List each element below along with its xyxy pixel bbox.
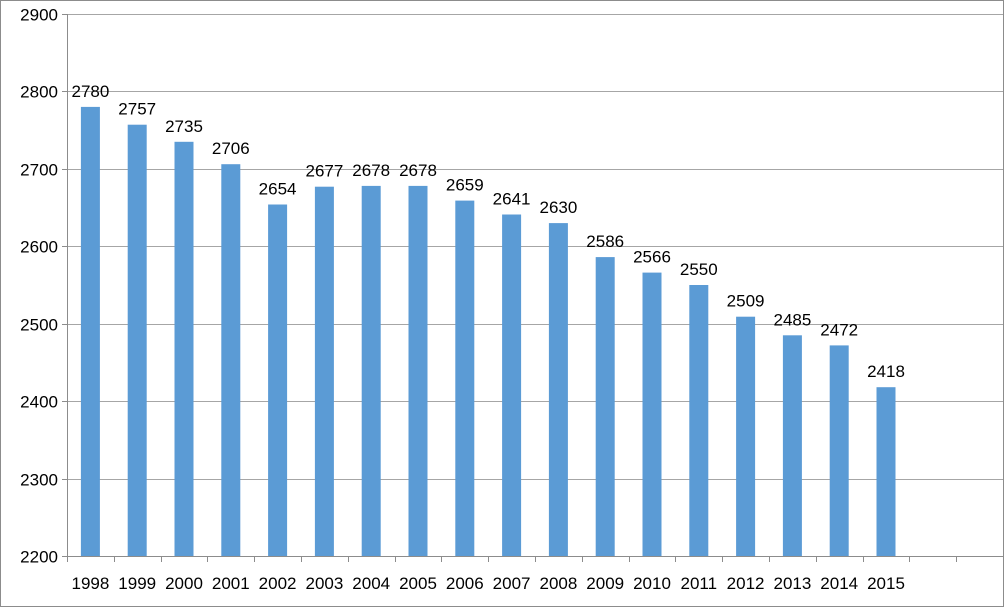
bars (80, 106, 896, 557)
x-tick-label: 2000 (165, 574, 203, 593)
x-tick-label: 2014 (820, 574, 858, 593)
data-label-2001: 2706 (212, 139, 250, 158)
x-tick-label: 2012 (727, 574, 765, 593)
data-label-2000: 2735 (165, 117, 203, 136)
data-label-1998: 2780 (71, 82, 109, 101)
bar-2006 (455, 200, 475, 556)
data-label-2010: 2566 (633, 248, 671, 267)
bar-1998 (80, 106, 100, 557)
y-tick-label: 2900 (20, 6, 58, 25)
bar-2002 (268, 204, 288, 556)
y-tick-label: 2500 (20, 316, 58, 335)
bar-1999 (127, 124, 147, 556)
x-tick-label: 2004 (352, 574, 390, 593)
data-label-1999: 2757 (118, 100, 156, 119)
bar-2003 (314, 186, 334, 556)
bar-2005 (408, 185, 428, 556)
y-tick-label: 2200 (20, 548, 58, 567)
x-tick-label: 2006 (446, 574, 484, 593)
bar-2000 (174, 141, 194, 557)
x-tick-label: 1999 (118, 574, 156, 593)
bar-2012 (736, 316, 756, 556)
x-tick-label: 2008 (539, 574, 577, 593)
bar-2013 (782, 335, 802, 556)
bar-2007 (502, 214, 522, 556)
x-tick-label: 2001 (212, 574, 250, 593)
gridlines (67, 14, 1003, 480)
data-label-2004: 2678 (352, 161, 390, 180)
data-label-2007: 2641 (493, 190, 531, 209)
x-tick-label: 2003 (305, 574, 343, 593)
x-tick-label: 2005 (399, 574, 437, 593)
data-label-2006: 2659 (446, 176, 484, 195)
data-label-2014: 2472 (820, 320, 858, 339)
x-tick-label: 2007 (493, 574, 531, 593)
x-tick-label: 2009 (586, 574, 624, 593)
bar-2010 (642, 272, 662, 556)
data-label-2002: 2654 (259, 180, 297, 199)
data-label-2009: 2586 (586, 232, 624, 251)
x-tick-label: 2010 (633, 574, 671, 593)
data-label-2012: 2509 (727, 292, 765, 311)
y-tick-label: 2300 (20, 471, 58, 490)
bar-2011 (689, 285, 709, 556)
bar-2001 (221, 164, 241, 556)
x-tick-label: 2011 (681, 574, 718, 593)
y-tick-label: 2700 (20, 161, 58, 180)
bar-2009 (595, 257, 615, 556)
bar-2014 (829, 345, 849, 556)
x-tick-label: 2015 (867, 574, 905, 593)
x-tick-label: 2013 (773, 574, 811, 593)
y-tick-label: 2600 (20, 238, 58, 257)
y-tick-label: 2800 (20, 83, 58, 102)
bar-2004 (361, 185, 381, 556)
data-labels: 2780 2757 2735 2706 2654 2677 2678 2678 2659 2641… (71, 82, 904, 381)
data-label-2003: 2677 (305, 162, 343, 181)
bar-2008 (548, 223, 568, 556)
bar-2015 (876, 387, 896, 556)
x-tick-label: 2002 (259, 574, 297, 593)
x-tick-label: 1998 (71, 574, 109, 593)
y-tick-label: 2400 (20, 393, 58, 412)
data-label-2011: 2550 (680, 260, 718, 279)
data-label-2008: 2630 (539, 198, 577, 217)
data-label-2013: 2485 (773, 310, 811, 329)
data-label-2005: 2678 (399, 161, 437, 180)
axes: 2200 2300 2400 2500 2600 2700 2800 2900 1998 1999… (20, 6, 1004, 593)
data-label-2015: 2418 (867, 362, 905, 381)
